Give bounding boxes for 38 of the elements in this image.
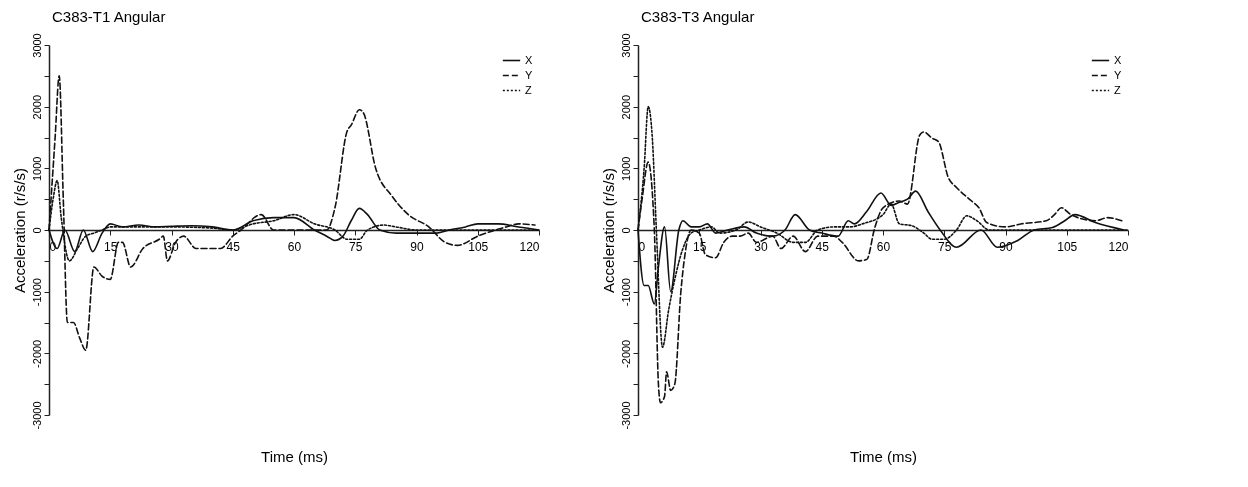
x-axis-title: Time (ms) <box>261 447 328 465</box>
legend-label: X <box>1114 53 1122 66</box>
legend-label: X <box>525 53 533 66</box>
y-tick-label: 3000 <box>30 33 43 58</box>
x-tick-label: 120 <box>1108 239 1129 254</box>
x-tick-label: 45 <box>226 239 241 254</box>
x-tick-label: 120 <box>519 239 540 254</box>
chart-title: C383-T3 Angular <box>641 7 755 25</box>
y-tick-label: -1000 <box>619 278 632 307</box>
y-tick-label: -2000 <box>619 339 632 368</box>
x-tick-label: 75 <box>938 239 952 254</box>
y-tick-label: -1000 <box>30 278 43 307</box>
y-tick-label: -2000 <box>30 339 43 368</box>
y-tick-label: -3000 <box>619 401 632 430</box>
legend-label: Y <box>525 68 533 81</box>
x-tick-label: 105 <box>1057 239 1078 254</box>
x-tick-label: 105 <box>468 239 489 254</box>
y-tick-label: 1000 <box>30 156 43 182</box>
x-tick-label: 75 <box>349 239 363 254</box>
x-tick-label: 45 <box>815 239 830 254</box>
y-tick-label: 3000 <box>619 33 632 58</box>
y-axis-title: Acceleration (r/s/s) <box>10 167 28 294</box>
y-tick-label: 0 <box>619 227 632 234</box>
y-axis-title: Acceleration (r/s/s) <box>599 167 617 294</box>
y-tick-label: 2000 <box>30 94 43 120</box>
y-tick-label: 2000 <box>619 94 632 120</box>
chart-title: C383-T1 Angular <box>52 7 166 25</box>
legend-label: Y <box>1114 68 1122 81</box>
legend-label: Z <box>525 83 532 96</box>
x-axis-title: Time (ms) <box>850 447 917 465</box>
legend-label: Z <box>1114 83 1121 96</box>
x-tick-label: 60 <box>287 239 302 254</box>
y-tick-label: 1000 <box>619 156 632 182</box>
x-tick-label: 90 <box>410 239 424 254</box>
x-tick-label: 15 <box>693 239 707 254</box>
x-tick-label: 60 <box>876 239 891 254</box>
y-tick-label: -3000 <box>30 401 43 430</box>
y-tick-label: 0 <box>30 227 43 234</box>
